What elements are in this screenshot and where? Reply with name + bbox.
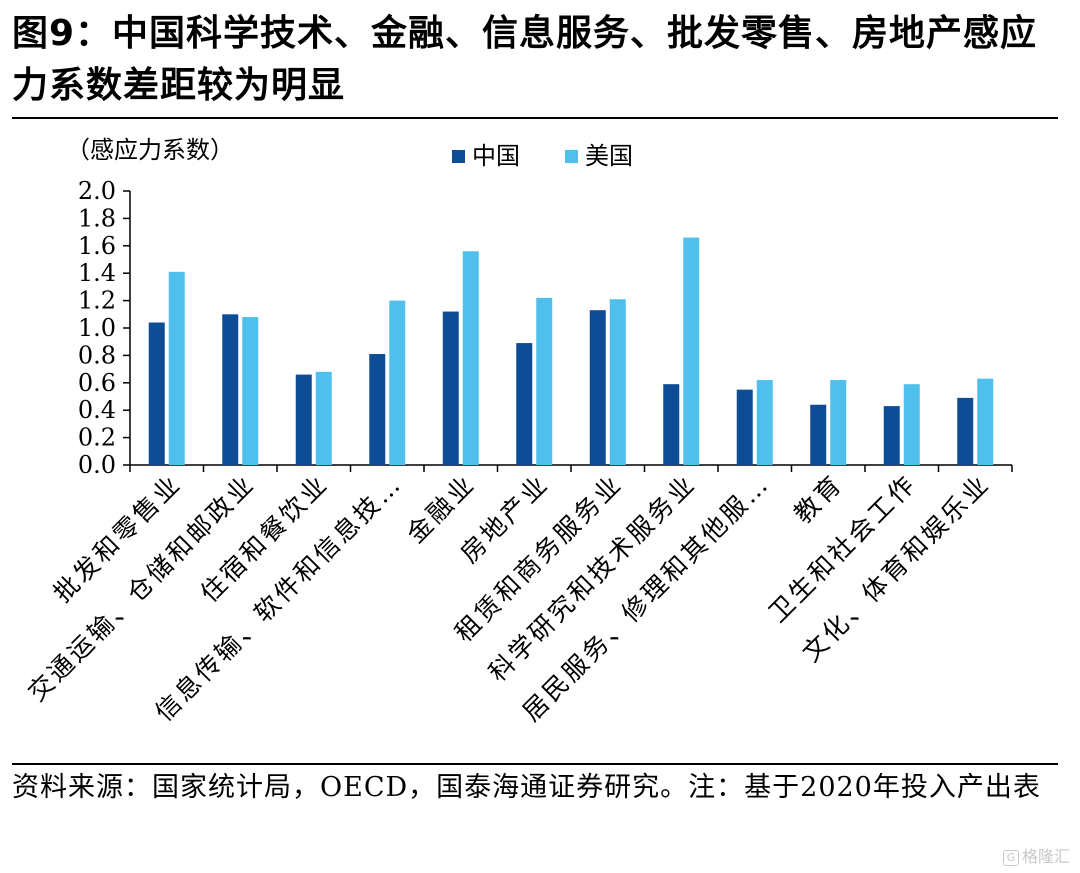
bar-china xyxy=(295,374,312,465)
bar-usa xyxy=(536,297,553,465)
legend-label-china: 中国 xyxy=(472,142,520,170)
bar-china xyxy=(736,389,753,465)
watermark: G 格隆汇 xyxy=(1002,843,1070,867)
legend: 中国 美国 xyxy=(452,142,633,170)
x-category-label: 批发和零售业 xyxy=(48,469,187,608)
title-rule xyxy=(12,117,1058,119)
legend-swatch-usa xyxy=(565,150,578,163)
bar-usa xyxy=(315,371,332,465)
y-tick-label: 2.0 xyxy=(78,177,116,205)
y-tick-label: 0.2 xyxy=(78,424,116,452)
legend-label-usa: 美国 xyxy=(585,142,633,170)
y-tick-label: 1.6 xyxy=(78,232,116,260)
y-tick-label: 1.0 xyxy=(78,314,116,342)
category-labels: 批发和零售业交通运输、仓储和邮政业住宿和餐饮业信息传输、软件和信息技…金融业房地… xyxy=(22,469,995,727)
x-category-label: 住宿和餐饮业 xyxy=(195,469,334,608)
bar-usa xyxy=(462,251,479,465)
y-tick-label: 0.6 xyxy=(78,369,116,397)
y-tick-label: 1.2 xyxy=(78,287,116,315)
bar-china xyxy=(442,311,459,465)
axes: 0.00.20.40.60.81.01.21.41.61.82.0 xyxy=(78,177,1013,479)
bar-china xyxy=(516,343,533,465)
y-tick-label: 0.4 xyxy=(78,396,116,424)
legend-swatch-china xyxy=(452,150,465,163)
bar-usa xyxy=(389,300,406,465)
bar-usa xyxy=(756,380,773,465)
bar-china xyxy=(663,384,680,465)
bar-china xyxy=(369,354,386,465)
y-axis-label: （感应力系数） xyxy=(66,136,234,164)
x-category-label: 教育 xyxy=(788,469,848,529)
figure-title: 图9：中国科学技术、金融、信息服务、批发零售、房地产感应力系数差距较为明显 xyxy=(12,13,1038,106)
bar-china xyxy=(810,404,827,465)
bar-usa xyxy=(168,271,185,465)
bar-china xyxy=(589,310,606,465)
bar-china xyxy=(222,314,239,465)
bar-usa xyxy=(977,378,994,465)
y-tick-label: 1.4 xyxy=(78,259,116,287)
watermark-logo-icon: G xyxy=(1002,849,1019,866)
y-tick-label: 1.8 xyxy=(78,204,116,232)
bar-china xyxy=(148,322,165,465)
bar-usa xyxy=(830,380,847,465)
source-rule xyxy=(12,763,1058,765)
y-tick-label: 0.8 xyxy=(78,341,116,369)
bar-china xyxy=(957,397,974,465)
bar-chart: 0.00.20.40.60.81.01.21.41.61.82.0 批发和零售业… xyxy=(22,136,1013,727)
bar-usa xyxy=(903,384,920,465)
watermark-text: 格隆汇 xyxy=(1021,847,1070,866)
bar-usa xyxy=(609,299,626,465)
y-tick-label: 0.0 xyxy=(78,451,116,479)
bar-china xyxy=(883,406,900,465)
bar-usa xyxy=(242,317,259,465)
bar-usa xyxy=(683,237,700,465)
source-note: 资料来源：国家统计局，OECD，国泰海通证券研究。注：基于2020年投入产出表 xyxy=(12,772,1041,803)
bars xyxy=(148,237,994,465)
